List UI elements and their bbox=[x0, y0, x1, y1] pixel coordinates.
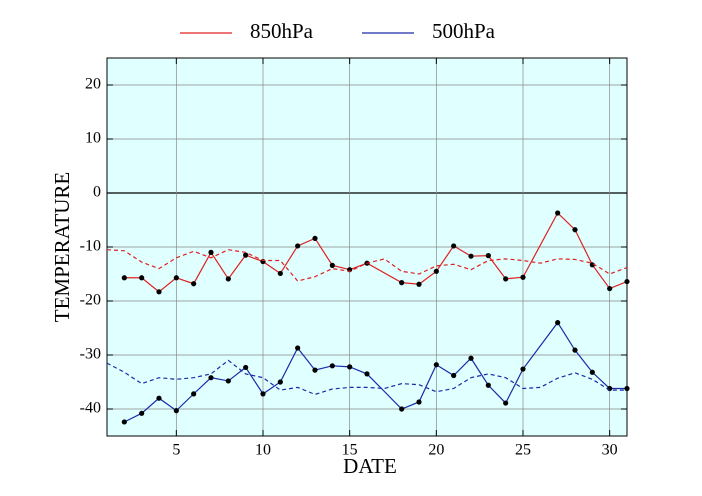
point bbox=[503, 400, 509, 406]
point bbox=[139, 410, 145, 416]
point bbox=[139, 275, 145, 281]
point bbox=[572, 347, 578, 353]
point bbox=[295, 243, 301, 249]
point bbox=[607, 285, 613, 292]
point bbox=[485, 253, 491, 259]
point bbox=[225, 378, 231, 384]
point bbox=[468, 253, 474, 259]
point bbox=[451, 372, 457, 379]
point bbox=[121, 419, 127, 425]
legend-label: 850hPa bbox=[250, 19, 314, 43]
point bbox=[624, 385, 630, 392]
point bbox=[191, 391, 197, 397]
dashed-line bbox=[106, 359, 627, 396]
point bbox=[520, 274, 526, 280]
x-tick-label: 5 bbox=[172, 442, 180, 459]
x-tick-label: 25 bbox=[515, 442, 531, 459]
point bbox=[416, 399, 422, 405]
point bbox=[555, 320, 561, 326]
x-tick-label: 15 bbox=[342, 442, 358, 459]
point bbox=[451, 243, 457, 249]
point bbox=[347, 364, 353, 370]
x-axis-label: DATE bbox=[343, 454, 397, 478]
point bbox=[208, 249, 214, 255]
point bbox=[572, 227, 578, 233]
y-tick-label: 0 bbox=[93, 184, 101, 201]
point bbox=[624, 278, 630, 285]
point bbox=[329, 262, 335, 268]
point bbox=[433, 362, 439, 368]
point bbox=[295, 345, 301, 351]
point bbox=[312, 235, 318, 241]
point bbox=[121, 275, 127, 281]
point bbox=[312, 367, 318, 373]
point bbox=[329, 363, 335, 369]
point bbox=[208, 375, 214, 381]
series-line bbox=[124, 321, 627, 423]
point bbox=[156, 289, 162, 295]
point bbox=[555, 210, 561, 216]
point bbox=[433, 268, 439, 274]
y-tick-label: -20 bbox=[80, 292, 101, 309]
y-tick-label: -30 bbox=[80, 346, 101, 363]
point bbox=[468, 355, 474, 361]
point bbox=[399, 406, 405, 412]
point bbox=[156, 395, 162, 401]
y-tick-label: 20 bbox=[85, 76, 101, 93]
y-tick-label: -10 bbox=[80, 238, 101, 255]
point bbox=[260, 258, 266, 265]
point bbox=[173, 275, 179, 281]
point bbox=[364, 371, 370, 377]
point bbox=[191, 281, 197, 287]
y-tick-label: 10 bbox=[85, 130, 101, 147]
point bbox=[225, 276, 231, 282]
plot-frame bbox=[106, 57, 628, 437]
point bbox=[520, 366, 526, 372]
legend-label: 500hPa bbox=[432, 19, 496, 43]
x-tick-label: 30 bbox=[602, 442, 618, 459]
series-line bbox=[124, 211, 628, 293]
point bbox=[485, 382, 491, 388]
point bbox=[399, 280, 405, 286]
point bbox=[173, 408, 179, 414]
point bbox=[260, 391, 266, 397]
point bbox=[416, 281, 422, 287]
x-tick-label: 10 bbox=[255, 442, 271, 459]
y-tick-label: -40 bbox=[80, 400, 101, 417]
point bbox=[277, 379, 283, 385]
point bbox=[589, 369, 595, 375]
point bbox=[243, 364, 249, 371]
x-tick-label: 20 bbox=[428, 442, 444, 459]
dashed-line bbox=[106, 249, 628, 282]
y-axis-label: TEMPERATURE bbox=[50, 172, 74, 323]
point bbox=[503, 276, 509, 282]
point bbox=[243, 252, 249, 258]
point bbox=[277, 270, 283, 277]
